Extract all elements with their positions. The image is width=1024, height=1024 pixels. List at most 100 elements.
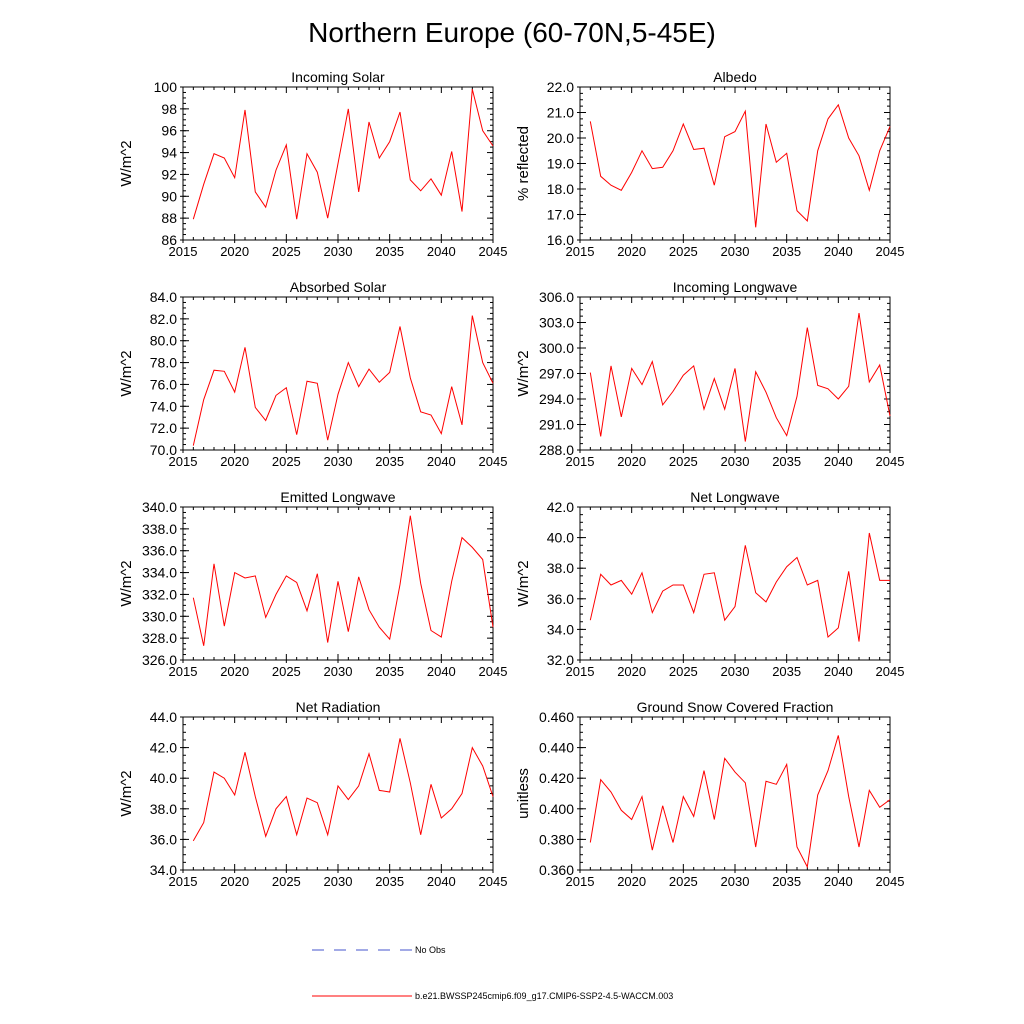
x-tick-label: 2035 (375, 244, 404, 259)
x-tick-label: 2040 (824, 244, 853, 259)
x-tick-label: 2025 (669, 244, 698, 259)
x-tick-label: 2035 (375, 664, 404, 679)
x-tick-label: 2030 (324, 874, 353, 889)
y-tick-label: 34.0 (150, 862, 177, 878)
x-tick-label: 2035 (772, 664, 801, 679)
y-tick-label: 288.0 (539, 442, 574, 458)
y-tick-label: 90 (161, 188, 177, 204)
x-tick-label: 2045 (479, 244, 508, 259)
x-tick-label: 2045 (479, 664, 508, 679)
x-tick-label: 2020 (617, 454, 646, 469)
x-tick-label: 2035 (375, 454, 404, 469)
x-tick-label: 2015 (169, 874, 198, 889)
y-tick-label: 326.0 (142, 652, 177, 668)
plot-frame (579, 296, 891, 451)
x-tick-label: 2020 (220, 874, 249, 889)
panel-net-radiation: Net Radiation W/m^2 2015 2020 2025 2030 2035 20… (118, 699, 507, 889)
y-tick-label: 86 (161, 232, 177, 248)
plot-frame (579, 86, 891, 241)
y-tick-label: 16.0 (547, 232, 574, 248)
x-tick-label: 2040 (427, 454, 456, 469)
y-tick-label: 306.0 (539, 289, 574, 305)
series-line (589, 532, 890, 642)
y-axis-label: unitless (515, 768, 532, 819)
x-tick-label: 2045 (479, 454, 508, 469)
x-tick-label: 2035 (375, 874, 404, 889)
x-tick-label: 2045 (876, 874, 905, 889)
y-tick-label: 338.0 (142, 521, 177, 537)
x-tick-label: 2025 (669, 454, 698, 469)
x-tick-label: 2015 (566, 664, 595, 679)
y-tick-label: 0.380 (539, 831, 574, 847)
series-line (589, 735, 891, 869)
y-tick-label: 76.0 (150, 376, 177, 392)
y-tick-label: 0.420 (539, 770, 574, 786)
series-line (192, 738, 494, 842)
panel-absorbed-solar: Absorbed Solar W/m^2 2015 2020 2025 2030 2035 2… (118, 279, 507, 469)
y-tick-label: 21.0 (547, 105, 574, 121)
y-tick-label: 297.0 (539, 366, 574, 382)
x-tick-label: 2015 (169, 244, 198, 259)
x-tick-label: 2030 (721, 454, 750, 469)
y-tick-label: 74.0 (150, 398, 177, 414)
y-tick-label: 334.0 (142, 565, 177, 581)
y-tick-label: 38.0 (547, 560, 574, 576)
y-tick-label: 20.0 (547, 130, 574, 146)
series-line (192, 315, 494, 446)
x-tick-label: 2025 (272, 244, 301, 259)
y-tick-label: 94 (161, 145, 177, 161)
series-line (192, 89, 494, 220)
panel-title: Incoming Longwave (673, 279, 798, 295)
y-tick-label: 38.0 (150, 801, 177, 817)
x-tick-label: 2030 (324, 664, 353, 679)
x-tick-label: 2025 (272, 874, 301, 889)
x-tick-label: 2020 (220, 664, 249, 679)
y-tick-label: 32.0 (547, 652, 574, 668)
y-tick-label: 336.0 (142, 543, 177, 559)
legend-obs-label: No Obs (415, 945, 446, 955)
panel-title: Incoming Solar (291, 69, 385, 85)
y-tick-label: 0.440 (539, 740, 574, 756)
x-tick-label: 2015 (566, 244, 595, 259)
y-tick-label: 44.0 (150, 709, 177, 725)
y-tick-label: 42.0 (547, 499, 574, 515)
x-tick-label: 2045 (876, 454, 905, 469)
panel-net-longwave: Net Longwave W/m^2 2015 2020 2025 2030 2035 204… (515, 489, 904, 679)
panel-title: Albedo (713, 69, 757, 85)
y-tick-label: 70.0 (150, 442, 177, 458)
y-axis-label: W/m^2 (515, 560, 532, 606)
panel-title: Ground Snow Covered Fraction (637, 699, 834, 715)
x-tick-label: 2040 (824, 874, 853, 889)
y-tick-label: 80.0 (150, 333, 177, 349)
y-tick-label: 36.0 (150, 831, 177, 847)
plot-frame (182, 716, 494, 871)
panel-emitted-longwave: Emitted Longwave W/m^2 2015 2020 2025 2030 203… (118, 489, 507, 679)
y-tick-label: 340.0 (142, 499, 177, 515)
x-tick-label: 2020 (220, 454, 249, 469)
y-tick-label: 96 (161, 123, 177, 139)
x-tick-label: 2030 (721, 244, 750, 259)
y-tick-label: 88 (161, 210, 177, 226)
panel-title: Net Longwave (690, 489, 780, 505)
x-tick-label: 2020 (617, 244, 646, 259)
series-line (589, 103, 891, 228)
y-tick-label: 22.0 (547, 79, 574, 95)
y-tick-label: 42.0 (150, 740, 177, 756)
y-axis-label: W/m^2 (118, 350, 135, 396)
y-axis-label: % reflected (515, 126, 532, 201)
y-tick-label: 17.0 (547, 207, 574, 223)
y-axis-label: W/m^2 (515, 350, 532, 396)
y-tick-label: 78.0 (150, 355, 177, 371)
y-tick-label: 34.0 (547, 621, 574, 637)
y-tick-label: 303.0 (539, 315, 574, 331)
plot-frame (579, 716, 891, 871)
x-tick-label: 2025 (272, 454, 301, 469)
legend-model-label: b.e21.BWSSP245cmip6.f09_g17.CMIP6-SSP2-4… (415, 991, 673, 1001)
y-tick-label: 328.0 (142, 630, 177, 646)
x-tick-label: 2015 (169, 454, 198, 469)
y-tick-label: 19.0 (547, 156, 574, 172)
panels-group: Incoming Solar W/m^2 2015 2020 2025 2030 2035 2… (118, 69, 904, 889)
y-tick-label: 40.0 (150, 770, 177, 786)
x-tick-label: 2025 (272, 664, 301, 679)
legend: No Obs b.e21.BWSSP245cmip6.f09_g17.CMIP6… (312, 945, 673, 1001)
